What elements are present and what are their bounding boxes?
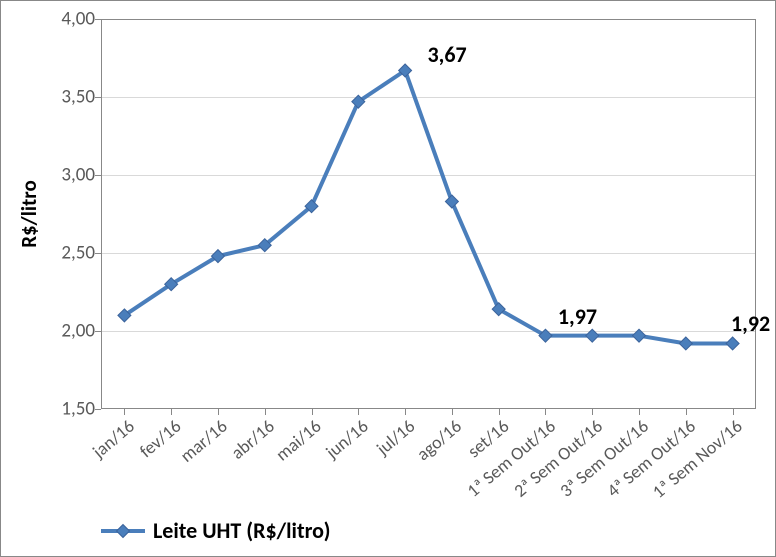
series-line [124,70,732,343]
gridline [101,331,756,332]
legend: Leite UHT (R$/litro) [101,517,330,544]
data-label: 1,92 [731,310,770,337]
x-tick-mark [405,409,406,415]
x-tick-mark [452,409,453,415]
y-tick-label: 1,50 [61,398,101,421]
x-tick-mark [733,409,734,415]
line-series-svg [101,19,756,409]
x-tick-label: fev/16 [135,415,185,462]
series-marker [492,303,505,316]
x-tick-label: abr/16 [227,415,279,464]
series-marker [539,329,552,342]
plot-border [101,19,756,409]
x-tick-label: mai/16 [271,415,325,465]
plot-area: 3,671,971,92 1,502,002,503,003,504,00 ja… [101,19,756,409]
legend-series-label: Leite UHT (R$/litro) [153,517,330,544]
chart-container: R$/litro 3,67 1,97 1,92 1,50 2,00 2,50 3,00 3,… [0,0,776,557]
x-tick-label: jun/16 [321,415,372,463]
x-tick-label: ago/16 [412,415,466,465]
gridline [101,175,756,176]
y-tick-label: 3,50 [61,86,101,109]
gridline [101,97,756,98]
y-tick-label: 2,50 [61,242,101,265]
series-marker [211,250,224,263]
gridline [101,253,756,254]
series-marker [118,309,131,322]
x-tick-mark [639,409,640,415]
gridline [101,19,756,20]
series-marker [679,337,692,350]
series-marker [305,200,318,213]
y-tick-label: 2,00 [61,320,101,343]
x-tick-label: jul/16 [372,415,419,460]
x-tick-mark [218,409,219,415]
x-tick-label: mar/16 [176,415,232,467]
series-marker [633,329,646,342]
legend-swatch [101,521,145,541]
series-marker [726,337,739,350]
data-label: 3,67 [428,41,467,68]
x-tick-mark [312,409,313,415]
series-marker [586,329,599,342]
series-marker [399,64,412,77]
data-label: 1,97 [558,303,597,330]
series-marker [445,195,458,208]
series-marker [165,278,178,291]
y-axis-title: R$/litro [16,180,42,248]
x-tick-label: jan/16 [88,415,139,462]
x-tick-mark [265,409,266,415]
series-marker [258,239,271,252]
y-tick-label: 4,00 [61,8,101,31]
series-marker [352,95,365,108]
x-tick-mark [686,409,687,415]
y-tick-label: 3,00 [61,164,101,187]
